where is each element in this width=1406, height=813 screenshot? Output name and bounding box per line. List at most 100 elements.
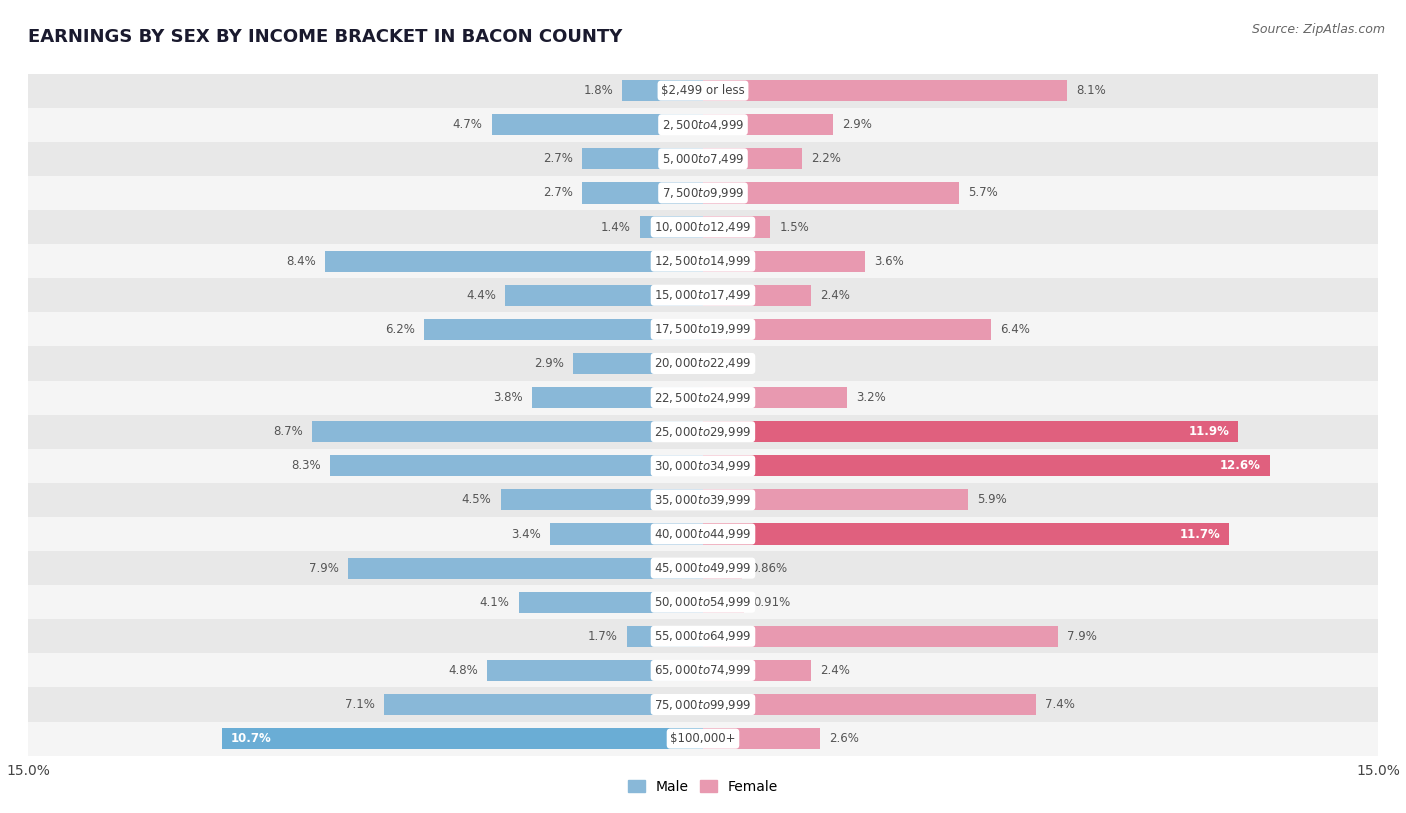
Bar: [28, 449, 1378, 483]
Bar: [703, 114, 834, 135]
Bar: [28, 654, 1378, 688]
Bar: [703, 285, 811, 306]
Text: 7.9%: 7.9%: [1067, 630, 1097, 643]
Bar: [703, 216, 770, 237]
Text: $22,500 to $24,999: $22,500 to $24,999: [654, 390, 752, 405]
Bar: [28, 346, 1378, 380]
Text: 0.0%: 0.0%: [711, 357, 741, 370]
Text: 7.4%: 7.4%: [1045, 698, 1074, 711]
Bar: [222, 728, 703, 750]
Bar: [531, 387, 703, 408]
Bar: [28, 585, 1378, 620]
Text: $5,000 to $7,499: $5,000 to $7,499: [662, 152, 744, 166]
Text: 2.4%: 2.4%: [820, 289, 849, 302]
Bar: [703, 148, 801, 169]
Bar: [425, 319, 703, 340]
Text: 8.4%: 8.4%: [287, 254, 316, 267]
Bar: [703, 558, 742, 579]
Text: $75,000 to $99,999: $75,000 to $99,999: [654, 698, 752, 711]
Text: 2.2%: 2.2%: [811, 152, 841, 165]
Text: 0.86%: 0.86%: [751, 562, 787, 575]
Text: 2.9%: 2.9%: [534, 357, 564, 370]
Text: 1.8%: 1.8%: [583, 84, 613, 97]
Bar: [501, 489, 703, 511]
Text: 15.0%: 15.0%: [6, 764, 51, 778]
Text: 2.6%: 2.6%: [830, 733, 859, 746]
Text: 12.6%: 12.6%: [1220, 459, 1261, 472]
Text: EARNINGS BY SEX BY INCOME BRACKET IN BACON COUNTY: EARNINGS BY SEX BY INCOME BRACKET IN BAC…: [28, 28, 623, 46]
Text: $12,500 to $14,999: $12,500 to $14,999: [654, 254, 752, 268]
Text: 1.5%: 1.5%: [779, 220, 810, 233]
Text: $100,000+: $100,000+: [671, 733, 735, 746]
Text: 1.4%: 1.4%: [602, 220, 631, 233]
Bar: [703, 319, 991, 340]
Bar: [28, 244, 1378, 278]
Bar: [28, 415, 1378, 449]
Text: $45,000 to $49,999: $45,000 to $49,999: [654, 561, 752, 575]
Text: 4.1%: 4.1%: [479, 596, 509, 609]
Bar: [640, 216, 703, 237]
Bar: [703, 489, 969, 511]
Bar: [703, 455, 1270, 476]
Text: 8.1%: 8.1%: [1077, 84, 1107, 97]
Bar: [486, 660, 703, 681]
Text: 5.9%: 5.9%: [977, 493, 1007, 506]
Text: 0.91%: 0.91%: [754, 596, 790, 609]
Bar: [703, 660, 811, 681]
Text: $40,000 to $44,999: $40,000 to $44,999: [654, 527, 752, 541]
Bar: [28, 620, 1378, 654]
Bar: [703, 387, 846, 408]
Bar: [703, 524, 1229, 545]
Bar: [28, 483, 1378, 517]
Bar: [703, 182, 959, 203]
Bar: [28, 210, 1378, 244]
Text: 11.7%: 11.7%: [1180, 528, 1220, 541]
Text: 4.5%: 4.5%: [461, 493, 492, 506]
Bar: [28, 176, 1378, 210]
Bar: [627, 626, 703, 647]
Text: 10.7%: 10.7%: [231, 733, 271, 746]
Text: $17,500 to $19,999: $17,500 to $19,999: [654, 323, 752, 337]
Bar: [492, 114, 703, 135]
Bar: [505, 285, 703, 306]
Bar: [28, 517, 1378, 551]
Bar: [703, 80, 1067, 101]
Text: 4.4%: 4.4%: [467, 289, 496, 302]
Text: 6.2%: 6.2%: [385, 323, 415, 336]
Text: Source: ZipAtlas.com: Source: ZipAtlas.com: [1251, 23, 1385, 36]
Text: 3.8%: 3.8%: [494, 391, 523, 404]
Text: 2.9%: 2.9%: [842, 118, 872, 131]
Text: $35,000 to $39,999: $35,000 to $39,999: [654, 493, 752, 506]
Bar: [312, 421, 703, 442]
Bar: [703, 694, 1036, 715]
Bar: [582, 182, 703, 203]
Bar: [28, 551, 1378, 585]
Text: 8.7%: 8.7%: [273, 425, 302, 438]
Bar: [28, 380, 1378, 415]
Bar: [28, 722, 1378, 756]
Bar: [519, 592, 703, 613]
Bar: [703, 592, 744, 613]
Text: 7.9%: 7.9%: [309, 562, 339, 575]
Text: 11.9%: 11.9%: [1188, 425, 1229, 438]
Bar: [703, 626, 1059, 647]
Bar: [703, 728, 820, 750]
Text: 5.7%: 5.7%: [969, 186, 998, 199]
Text: $55,000 to $64,999: $55,000 to $64,999: [654, 629, 752, 643]
Bar: [325, 250, 703, 272]
Text: $2,500 to $4,999: $2,500 to $4,999: [662, 118, 744, 132]
Text: $15,000 to $17,499: $15,000 to $17,499: [654, 289, 752, 302]
Text: 3.6%: 3.6%: [875, 254, 904, 267]
Text: $2,499 or less: $2,499 or less: [661, 84, 745, 97]
Bar: [28, 312, 1378, 346]
Bar: [28, 688, 1378, 722]
Bar: [572, 353, 703, 374]
Bar: [28, 278, 1378, 312]
Text: $65,000 to $74,999: $65,000 to $74,999: [654, 663, 752, 677]
Text: $7,500 to $9,999: $7,500 to $9,999: [662, 186, 744, 200]
Text: 15.0%: 15.0%: [1355, 764, 1400, 778]
Text: $30,000 to $34,999: $30,000 to $34,999: [654, 459, 752, 473]
Bar: [703, 250, 865, 272]
Text: 7.1%: 7.1%: [344, 698, 374, 711]
Text: 6.4%: 6.4%: [1000, 323, 1029, 336]
